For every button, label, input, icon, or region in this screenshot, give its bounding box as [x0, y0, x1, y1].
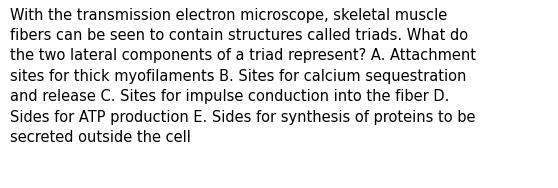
- Text: With the transmission electron microscope, skeletal muscle
fibers can be seen to: With the transmission electron microscop…: [10, 8, 476, 145]
